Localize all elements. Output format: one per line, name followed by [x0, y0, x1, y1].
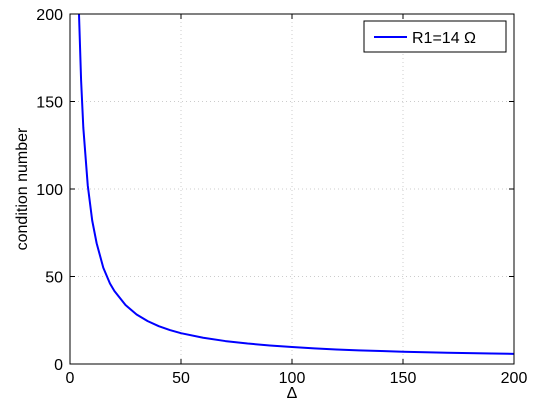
x-tick-label: 200 [501, 370, 528, 387]
y-tick-label: 200 [36, 7, 63, 24]
series-line [77, 14, 514, 355]
legend-label: R1=14 Ω [412, 30, 476, 47]
x-tick-label: 0 [66, 370, 75, 387]
ticks: 0 50 100 150 200 0 50 100 150 200 [36, 7, 527, 387]
x-axis-label: Δ [287, 385, 298, 402]
x-tick-label: 100 [279, 370, 306, 387]
x-tick-label: 50 [172, 370, 190, 387]
y-tick-label: 50 [45, 270, 63, 287]
series-layer [77, 14, 514, 355]
legend: R1=14 Ω [363, 20, 507, 53]
x-tick-label: 150 [390, 370, 417, 387]
y-tick-label: 0 [54, 357, 63, 374]
y-tick-label: 150 [36, 95, 63, 112]
y-tick-label: 100 [36, 182, 63, 199]
plot-background [70, 14, 514, 364]
y-axis-label: condition number [14, 127, 31, 250]
